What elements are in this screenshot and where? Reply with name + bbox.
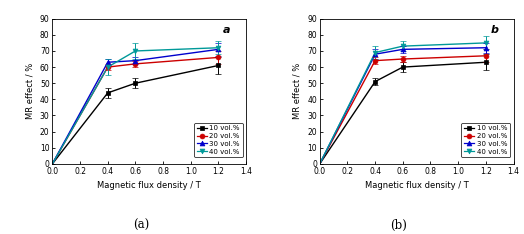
Text: a: a: [223, 25, 231, 35]
Legend: 10 vol.%, 20 vol.%, 30 vol.%, 40 vol.%: 10 vol.%, 20 vol.%, 30 vol.%, 40 vol.%: [462, 123, 510, 157]
Y-axis label: MR effect / %: MR effect / %: [25, 63, 34, 119]
Legend: 10 vol.%, 20 vol.%, 30 vol.%, 40 vol.%: 10 vol.%, 20 vol.%, 30 vol.%, 40 vol.%: [194, 123, 243, 157]
Text: b: b: [490, 25, 498, 35]
Y-axis label: MR effect / %: MR effect / %: [293, 63, 302, 119]
X-axis label: Magnetic flux density / T: Magnetic flux density / T: [365, 181, 468, 190]
Text: (b): (b): [390, 219, 407, 232]
X-axis label: Magnetic flux density / T: Magnetic flux density / T: [97, 181, 201, 190]
Text: (a): (a): [133, 219, 150, 232]
